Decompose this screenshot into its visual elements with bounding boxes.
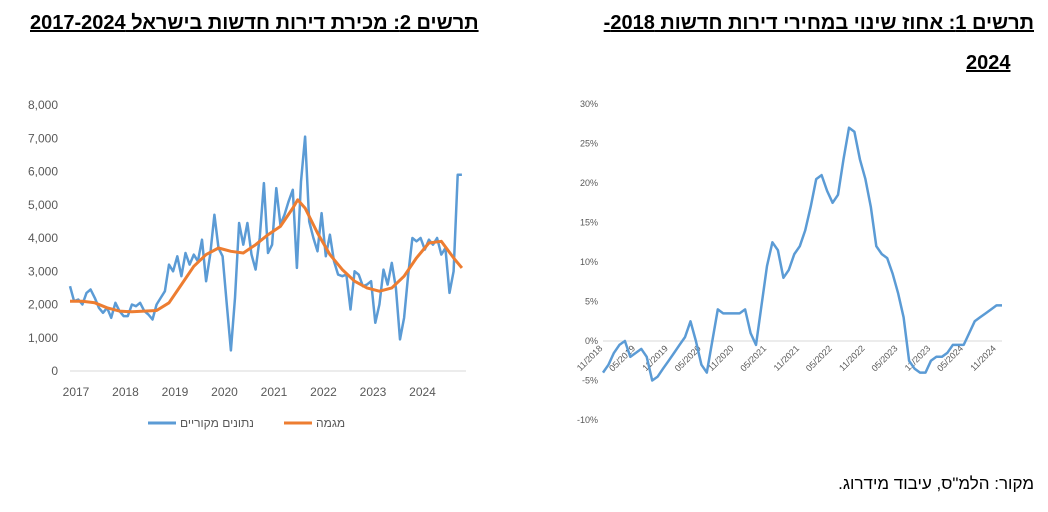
x-tick-label: 2024 (409, 385, 436, 399)
y-tick-label: 4,000 (28, 231, 58, 245)
y-tick-label: 0% (585, 336, 598, 346)
y-tick-label: -5% (582, 376, 598, 386)
original-data-series-line (68, 135, 462, 352)
y-tick-label: 0 (51, 364, 58, 378)
x-tick-label: 2020 (211, 385, 238, 399)
chart1-title-line1: תרשים 1: אחוז שינוי במחירי דירות חדשות 2… (603, 12, 1034, 34)
x-tick-label: 11/2024 (968, 343, 998, 373)
x-tick-label: 2019 (162, 385, 189, 399)
price-change-series-line (601, 126, 1002, 382)
x-tick-label: 05/2023 (869, 343, 899, 373)
y-tick-label: 30% (580, 99, 598, 109)
y-tick-label: 6,000 (28, 165, 58, 179)
y-tick-label: 3,000 (28, 264, 58, 278)
y-tick-label: 25% (580, 139, 598, 149)
y-tick-label: 10% (580, 257, 598, 267)
x-tick-label: 2022 (310, 385, 337, 399)
legend-label-trend: מגמה (316, 416, 345, 430)
y-tick-label: 7,000 (28, 131, 58, 145)
x-tick-label: 11/2022 (837, 343, 867, 373)
trend-series-line (70, 198, 464, 314)
x-tick-label: 05/2021 (738, 343, 768, 373)
y-tick-label: 5% (585, 297, 598, 307)
y-tick-label: 2,000 (28, 298, 58, 312)
x-tick-label: 11/2021 (772, 343, 802, 373)
chart2-title: תרשים 2: מכירת דירות חדשות בישראל 2017-2… (30, 12, 479, 34)
x-tick-label: 2023 (360, 385, 387, 399)
source-note: מקור: הלמ"ס, עיבוד מידרוג. (838, 474, 1034, 493)
y-tick-label: 15% (580, 218, 598, 228)
x-tick-label: 05/2022 (804, 343, 834, 373)
x-tick-label: 2021 (261, 385, 288, 399)
chart1-title-line2: 2024 (966, 52, 1011, 74)
x-tick-label: 2018 (112, 385, 139, 399)
y-tick-label: 5,000 (28, 198, 58, 212)
x-tick-label: 2017 (63, 385, 90, 399)
x-tick-label: 11/2018 (575, 343, 605, 373)
y-tick-label: 1,000 (28, 331, 58, 345)
y-tick-label: -10% (577, 415, 598, 425)
legend-label-original: נתונים מקוריים (180, 416, 254, 430)
y-tick-label: 20% (580, 178, 598, 188)
x-tick-label: 11/2019 (640, 343, 670, 373)
y-tick-label: 8,000 (28, 98, 58, 112)
